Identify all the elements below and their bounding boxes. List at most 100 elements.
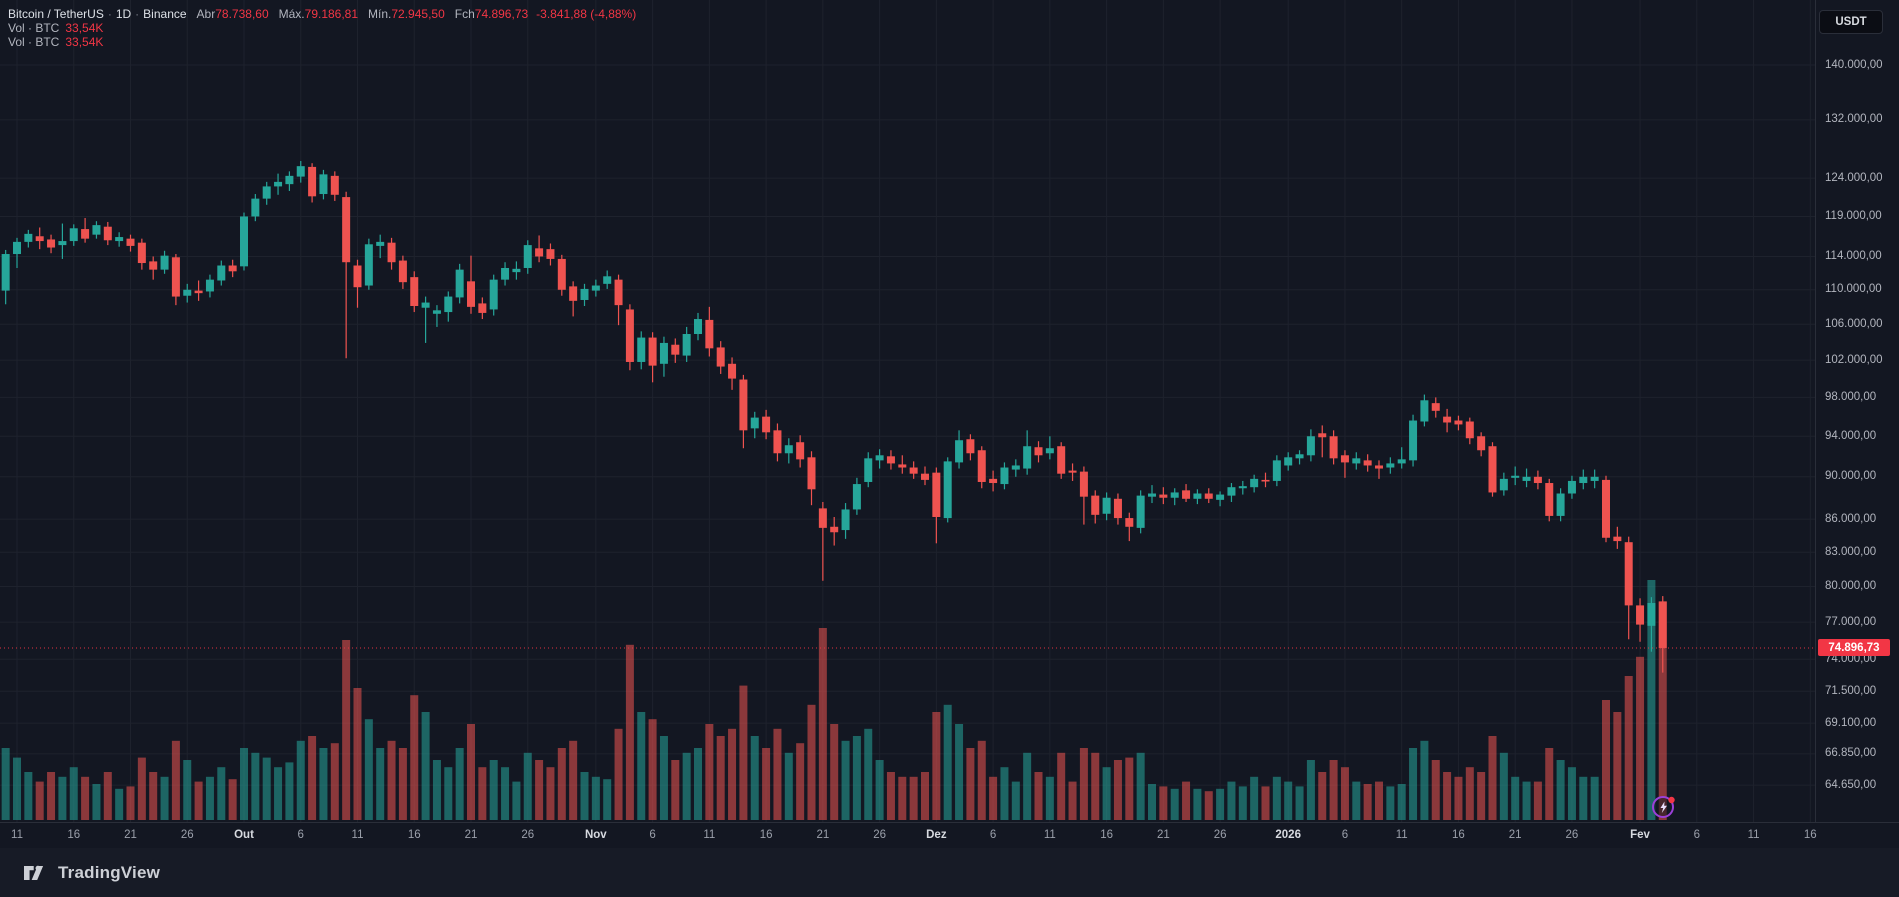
interval-label[interactable]: 1D (115, 7, 132, 21)
volume-bar (875, 760, 884, 820)
candle-body (410, 277, 419, 307)
candle-body (1170, 492, 1179, 498)
volume-bar (1204, 791, 1213, 820)
volume-bar (1227, 781, 1236, 820)
candle-body (1295, 454, 1304, 459)
candle-body (1148, 493, 1156, 497)
candle-body (24, 233, 33, 242)
candle-body (432, 310, 441, 314)
candle-body (444, 296, 453, 313)
volume-bar (13, 757, 21, 820)
brand-name[interactable]: TradingView (58, 862, 161, 882)
price-tick-label: 77.000,00 (1825, 615, 1877, 628)
volume-bar (69, 767, 78, 820)
volume-bar (171, 740, 180, 820)
time-tick-label: 26 (180, 829, 194, 841)
volume-bar (784, 752, 793, 820)
volume-bar (149, 772, 158, 820)
time-tick-label: 21 (1508, 829, 1522, 841)
candle-body (512, 268, 521, 273)
price-tick-label: 140.000,00 (1825, 58, 1883, 71)
candle-body (1, 254, 10, 291)
ohlc-label: Abr (196, 7, 216, 21)
volume-bar (762, 748, 771, 820)
candle-body (1193, 493, 1202, 499)
candle-body (1204, 493, 1213, 499)
time-tick-label: Out (234, 829, 254, 841)
volume-bar (467, 724, 475, 820)
tradingview-brand[interactable]: TradingView (24, 862, 160, 884)
candle-body (1352, 458, 1361, 464)
candle-body (103, 226, 112, 241)
time-tick-label: Dez (926, 829, 947, 841)
candle-body (569, 286, 578, 301)
candle-body (1636, 605, 1645, 625)
candle-body (274, 181, 283, 187)
volume-bar (183, 760, 192, 820)
candle-body (1079, 471, 1088, 497)
volume-bar (966, 748, 975, 820)
symbol-title[interactable]: Bitcoin / TetherUS (8, 7, 104, 21)
volume-bar (659, 736, 668, 820)
candle-body (501, 267, 510, 280)
volume-bar (580, 772, 589, 820)
candle-body (217, 265, 226, 281)
candle-body (296, 166, 305, 177)
candle-body (762, 416, 771, 433)
currency-unit-button[interactable]: USDT (1819, 10, 1883, 34)
volume-bar (1125, 757, 1134, 820)
volume-bar (1, 748, 10, 820)
volume-bar (1148, 784, 1156, 820)
ohlc-values: Abr78.738,60 Máx.79.186,81 Mín.72.945,50 Fc… (187, 7, 529, 21)
price-axis[interactable]: 74.896,73 140.000,00 132.000,00 124.000,00… (1815, 0, 1899, 822)
volume-bar (1658, 601, 1667, 820)
volume-bar (1409, 748, 1418, 820)
volume-bar (1102, 767, 1111, 820)
candle-body (535, 248, 544, 257)
volume-bar (1386, 786, 1395, 820)
price-tick-label: 119.000,00 (1825, 209, 1882, 222)
candlestick-plot[interactable] (0, 0, 1899, 822)
volume-bar (296, 740, 305, 820)
candle-body (1488, 446, 1497, 493)
volume-bar (1590, 776, 1599, 820)
candle-body (1590, 476, 1599, 481)
volume-bar (1159, 786, 1168, 820)
volume-bar (1375, 781, 1383, 820)
volume-bar (262, 757, 271, 820)
footer-bar: TradingView (0, 848, 1899, 897)
volume-bar (921, 772, 929, 820)
candle-body (319, 174, 328, 195)
candle-body (1238, 486, 1247, 489)
candle-body (160, 255, 169, 270)
volume-bar (705, 724, 714, 820)
volume-bar (1272, 776, 1281, 820)
candle-body (1306, 436, 1315, 456)
volume-bar (818, 628, 827, 820)
candle-body (1499, 478, 1508, 491)
candle-body (818, 508, 827, 528)
volume-bar (614, 728, 623, 820)
time-tick-label: 6 (1693, 829, 1700, 841)
volume-bar (1465, 767, 1474, 820)
candle-body (671, 344, 680, 355)
candle-body (1602, 479, 1610, 538)
quick-trade-bolt-icon[interactable] (1650, 793, 1678, 821)
candle-body (659, 342, 668, 364)
candle-body (1227, 487, 1236, 496)
candle-body (1511, 475, 1520, 478)
time-tick-label: 6 (1341, 829, 1349, 841)
volume-bar (1511, 776, 1520, 820)
candle-body (364, 244, 373, 286)
candle-body (1386, 463, 1395, 468)
volume-legend-row[interactable]: Vol · BTC 33,54K (8, 21, 636, 35)
candle-body (977, 450, 986, 482)
volume-legend-row[interactable]: Vol · BTC 33,54K (8, 35, 636, 49)
volume-bar (81, 776, 90, 820)
legend-separator: · (135, 7, 140, 21)
candle-body (1658, 601, 1667, 648)
candle-body (1420, 400, 1429, 422)
time-axis[interactable]: 11 16 21 26 Out 6 11 16 21 26 Nov 6 11 16 21 26 Dez 6 11 16… (0, 822, 1899, 849)
symbol-legend-row[interactable]: Bitcoin / TetherUS · 1D · Binance Abr78.738,6… (8, 7, 636, 21)
candle-body (1091, 495, 1100, 515)
